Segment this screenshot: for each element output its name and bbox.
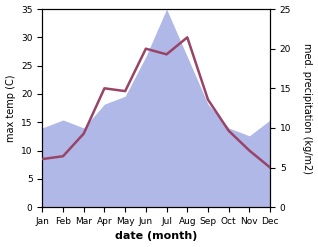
Y-axis label: med. precipitation (kg/m2): med. precipitation (kg/m2): [302, 43, 313, 174]
X-axis label: date (month): date (month): [115, 231, 197, 242]
Y-axis label: max temp (C): max temp (C): [5, 74, 16, 142]
